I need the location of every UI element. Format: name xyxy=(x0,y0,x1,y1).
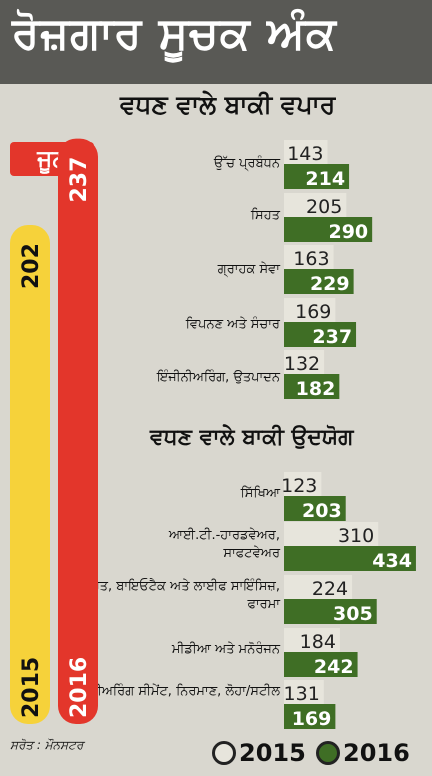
trade-bar-2015-1 xyxy=(284,193,347,217)
trade-bar-2015-0 xyxy=(284,140,328,164)
industry-bar-2016-1 xyxy=(284,546,416,571)
legend-2016-swatch xyxy=(316,741,340,765)
trade-value-2015-4: 132 xyxy=(284,353,320,375)
trade-value-2015-0: 143 xyxy=(287,143,323,165)
industry-value-2015-1: 310 xyxy=(338,525,374,547)
trade-value-2015-1: 205 xyxy=(306,196,342,218)
industry-value-2015-2: 224 xyxy=(312,578,348,600)
trade-bar-2016-3 xyxy=(284,322,357,347)
title-bar: ਰੋਜ਼ਗਾਰ ਸੂਚਕ ਅੰਕ xyxy=(0,0,432,84)
trade-bar-2015-3 xyxy=(284,298,336,322)
source-note: ਸਰੋਤ : ਮੌਨਸਟਰ xyxy=(10,738,84,752)
trade-bar-2015-4 xyxy=(284,350,325,374)
industry-value-2016-0: 203 xyxy=(302,500,342,522)
industry-bar-2015-4 xyxy=(284,680,324,704)
industry-value-2015-3: 184 xyxy=(300,631,336,653)
big-bar-value-2015: 202 xyxy=(19,243,44,289)
trade-bar-2015-2 xyxy=(284,245,334,269)
trade-label-2: ਗ੍ਰਾਹਕ ਸੇਵਾ xyxy=(217,262,280,277)
industry-value-2015-4: 131 xyxy=(284,683,320,705)
industry-bar-2015-3 xyxy=(284,628,340,652)
trade-label-4: ਇੰਜੀਨੀਅਰਿੰਗ, ਉਤਪਾਦਨ xyxy=(156,370,280,385)
trade-label-0: ਉੱਚ ਪ੍ਰਬੰਧਨ xyxy=(213,156,280,171)
trade-value-2016-2: 229 xyxy=(310,273,350,295)
trade-value-2016-1: 290 xyxy=(328,221,368,243)
section-title-trades: ਵਧਣ ਵਾਲੇ ਬਾਕੀ ਵਪਾਰ xyxy=(120,90,336,119)
trade-value-2016-4: 182 xyxy=(296,378,336,400)
section-title-industries: ਵਧਣ ਵਾਲੇ ਬਾਕੀ ਉਦਯੋਗ xyxy=(150,425,354,450)
industry-value-2016-1: 434 xyxy=(372,550,412,572)
industry-label-4-text: ਇੰਜੀਨੀਅਰਿੰਗ ਸੀਮੇਂਟ, ਨਿਰਮਾਣ, ਲੋਹਾ/ਸਟੀਲ xyxy=(66,684,280,699)
industry-value-2016-3: 242 xyxy=(314,656,354,678)
big-bar-2016 xyxy=(58,138,98,725)
industry-bar-2015-0 xyxy=(284,472,322,496)
industry-value-2016-2: 305 xyxy=(333,603,373,625)
big-bar-year-2015: 2015 xyxy=(19,657,44,718)
big-bar-value-2016: 237 xyxy=(67,157,92,203)
trade-label-1: ਸਿਹਤ xyxy=(250,208,280,223)
industry-label-3: ਮੀਡੀਆ ਅਤੇ ਮਨੋਰੰਜਨ xyxy=(171,642,280,657)
legend-2016-label: 2016 xyxy=(343,739,410,767)
industry-value-2016-4: 169 xyxy=(292,708,332,730)
industry-label-0: ਸਿੱਖਿਆ xyxy=(240,486,280,501)
industry-label-4: ਇੰਜੀਨੀਅਰਿੰਗ ਸੀਮੇਂਟ, ਨਿਰਮਾਣ, ਲੋਹਾ/ਸਟੀਲ xyxy=(60,683,280,701)
trade-value-2016-0: 214 xyxy=(305,168,345,190)
big-bar-2015 xyxy=(10,225,50,724)
industry-bar-2016-3 xyxy=(284,652,358,677)
industry-label-2: ਸਿਹਤ, ਬਾਇਓਟੈਕ ਅਤੇ ਲਾਈਫ ਸਾਇੰਸਿਜ਼, ਫਾਰਮਾ xyxy=(60,578,280,614)
trade-bar-2016-2 xyxy=(284,269,354,294)
legend-2015-swatch xyxy=(212,741,236,765)
page-title: ਰੋਜ਼ਗਾਰ ਸੂਚਕ ਅੰਕ xyxy=(12,8,337,59)
legend-2015: 2015 xyxy=(212,738,306,768)
trade-value-2015-3: 169 xyxy=(295,301,331,323)
legend-2016: 2016 xyxy=(316,738,410,768)
industry-value-2015-0: 123 xyxy=(281,475,317,497)
trade-bar-2016-1 xyxy=(284,217,373,242)
industry-bar-2015-2 xyxy=(284,575,353,599)
trade-bar-2016-4 xyxy=(284,374,340,399)
legend-2015-label: 2015 xyxy=(239,739,306,767)
trade-bar-2016-0 xyxy=(284,164,350,189)
trade-label-3: ਵਿਪਨਣ ਅਤੇ ਸੰਚਾਰ xyxy=(185,317,280,332)
industry-bar-2016-4 xyxy=(284,704,336,729)
industry-label-1-text: ਆਈ.ਟੀ.-ਹਾਰਡਵੇਅਰ, ਸਾਫਟਵੇਅਰ xyxy=(168,528,280,561)
trade-value-2016-3: 237 xyxy=(312,326,352,348)
industry-bar-2016-2 xyxy=(284,599,377,624)
trade-value-2015-2: 163 xyxy=(293,248,329,270)
industry-bar-2016-0 xyxy=(284,496,346,521)
industry-label-1: ਆਈ.ਟੀ.-ਹਾਰਡਵੇਅਰ, ਸਾਫਟਵੇਅਰ xyxy=(120,527,280,563)
industry-label-2-text: ਸਿਹਤ, ਬਾਇਓਟੈਕ ਅਤੇ ਲਾਈਫ ਸਾਇੰਸਿਜ਼, ਫਾਰਮਾ xyxy=(78,579,280,612)
big-bar-year-2016: 2016 xyxy=(67,657,92,718)
industry-bar-2015-1 xyxy=(284,522,379,546)
